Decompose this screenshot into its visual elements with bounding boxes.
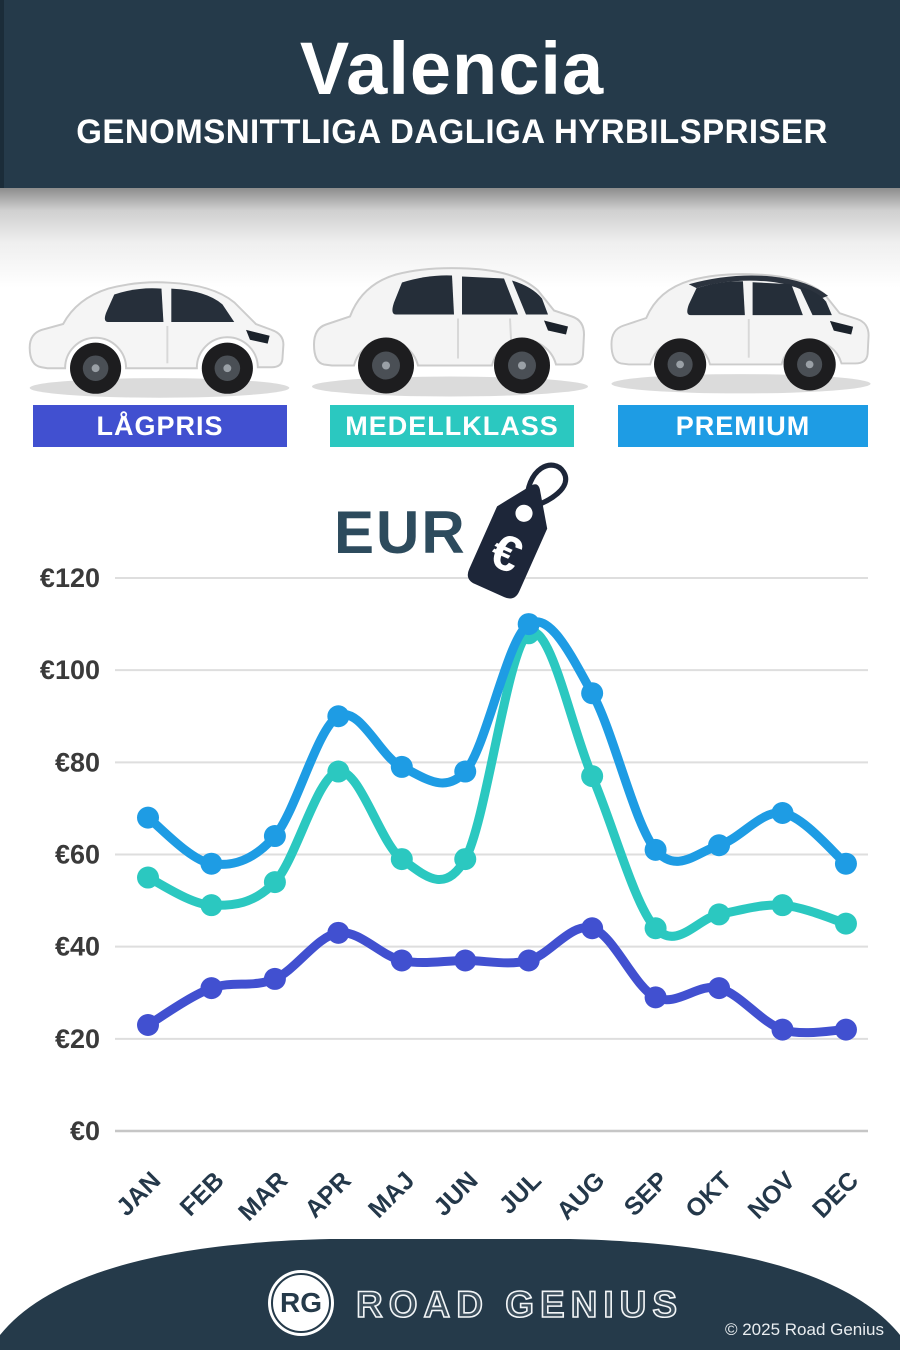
data-point bbox=[390, 848, 413, 871]
footer-background bbox=[0, 1239, 900, 1350]
data-point bbox=[327, 705, 350, 728]
data-point bbox=[834, 852, 857, 875]
data-point bbox=[200, 977, 223, 1000]
economy-car-illustration bbox=[28, 281, 290, 398]
data-point bbox=[517, 613, 540, 636]
data-point bbox=[263, 967, 286, 990]
x-axis-month-label: MAJ bbox=[363, 1166, 420, 1223]
copyright-text: © 2025 Road Genius bbox=[724, 1320, 884, 1339]
x-axis-month-label: APR bbox=[299, 1166, 356, 1223]
brand-name: ROAD GENIUS bbox=[355, 1283, 684, 1326]
x-axis-month-label: JUL bbox=[494, 1166, 547, 1219]
data-point bbox=[581, 765, 604, 788]
data-point bbox=[137, 866, 159, 889]
page-title: Valencia bbox=[299, 27, 605, 110]
data-point bbox=[390, 755, 413, 778]
category-badge-premium: PREMIUM bbox=[618, 405, 868, 447]
header: Valencia GENOMSNITTLIGA DAGLIGA HYRBILSP… bbox=[0, 0, 900, 188]
data-point bbox=[137, 1014, 159, 1037]
price-chart: €120 €100 €80 €60 €40 €20 €0 JAN FEB MAR APR MAJ JUN… bbox=[40, 563, 868, 1227]
data-point bbox=[137, 806, 159, 829]
series-line-medellklass bbox=[143, 627, 851, 941]
category-badge-lagpris: LÅGPRIS bbox=[33, 405, 287, 447]
data-point bbox=[581, 682, 604, 705]
y-axis-tick-label: €60 bbox=[55, 839, 100, 869]
x-axis-month-label: DEC bbox=[807, 1166, 864, 1223]
currency-label: EUR bbox=[334, 499, 467, 566]
data-point bbox=[771, 802, 794, 825]
y-axis-tick-label: €20 bbox=[55, 1024, 100, 1054]
data-point bbox=[834, 912, 857, 935]
x-axis-month-label: AUG bbox=[551, 1166, 610, 1225]
data-point bbox=[708, 977, 731, 1000]
data-point bbox=[454, 949, 477, 972]
x-axis-month-label: MAR bbox=[233, 1166, 293, 1226]
y-axis-tick-label: €80 bbox=[55, 747, 100, 777]
midsize-suv-illustration bbox=[312, 267, 588, 397]
data-point bbox=[454, 848, 477, 871]
x-axis-month-label: JUN bbox=[428, 1166, 483, 1221]
data-point bbox=[771, 1018, 794, 1041]
category-badge-medellklass: MEDELLKLASS bbox=[330, 405, 574, 447]
data-point bbox=[644, 917, 667, 940]
price-tag-icon: € bbox=[446, 450, 586, 615]
x-axis-month-label: FEB bbox=[175, 1166, 230, 1221]
data-point bbox=[644, 986, 667, 1009]
data-point bbox=[644, 838, 667, 861]
road-genius-logo: RG bbox=[268, 1270, 334, 1336]
series-line-lgpris bbox=[143, 923, 851, 1038]
data-point bbox=[263, 871, 286, 894]
data-point bbox=[834, 1018, 857, 1041]
y-axis-tick-label: €0 bbox=[70, 1116, 100, 1146]
x-axis-month-label: JAN bbox=[111, 1166, 166, 1221]
page-subtitle: GENOMSNITTLIGA DAGLIGA HYRBILSPRISER bbox=[76, 113, 828, 151]
x-axis-month-label: SEP bbox=[619, 1166, 674, 1221]
data-point bbox=[200, 894, 223, 917]
data-point bbox=[327, 921, 350, 944]
x-axis-month-label: NOV bbox=[743, 1166, 801, 1224]
y-axis-tick-label: €40 bbox=[55, 932, 100, 962]
y-axis-tick-label: €100 bbox=[40, 655, 100, 685]
data-point bbox=[771, 894, 794, 917]
data-point bbox=[517, 949, 540, 972]
data-point bbox=[263, 825, 286, 848]
road-genius-logo-ring: RG bbox=[271, 1273, 331, 1333]
data-point bbox=[708, 903, 731, 926]
road-genius-logo-monogram: RG bbox=[280, 1287, 322, 1318]
premium-suv-illustration bbox=[610, 273, 871, 394]
data-point bbox=[390, 949, 413, 972]
data-point bbox=[200, 852, 223, 875]
data-point bbox=[581, 917, 604, 940]
data-point bbox=[708, 834, 731, 857]
data-point bbox=[327, 760, 350, 783]
y-axis-tick-label: €120 bbox=[40, 563, 100, 593]
x-axis-month-label: OKT bbox=[680, 1166, 737, 1223]
data-point bbox=[454, 760, 477, 783]
